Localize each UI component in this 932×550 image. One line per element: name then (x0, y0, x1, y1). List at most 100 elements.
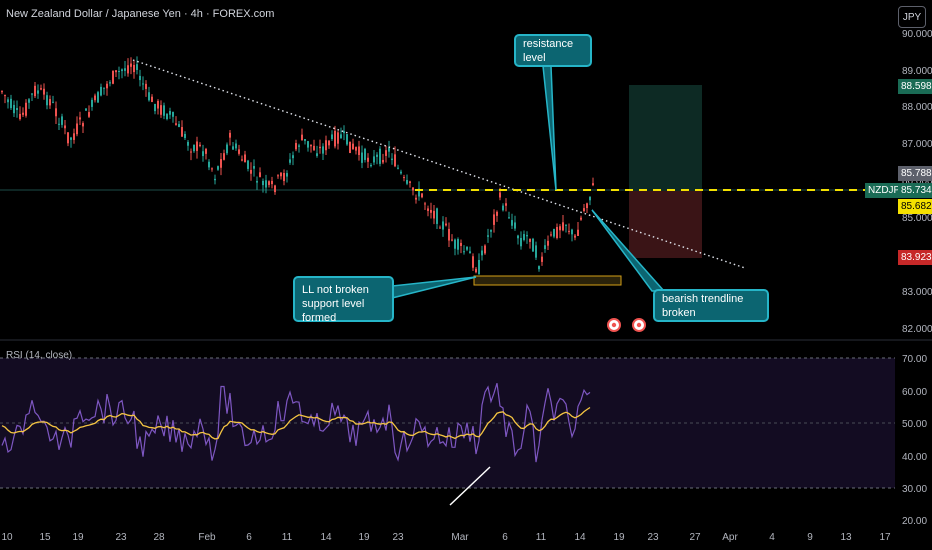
profit-zone[interactable] (629, 85, 702, 191)
candle-body (478, 259, 480, 275)
rsi-divergence-line[interactable] (449, 466, 491, 506)
candle-body (187, 141, 189, 146)
rsi-tick-label: 20.00 (902, 516, 927, 527)
candle-body (382, 159, 384, 163)
candle-body (256, 181, 258, 183)
trendline-callout[interactable]: bearish trendline broken (653, 289, 769, 322)
candle-body (199, 144, 201, 146)
candle-body (217, 166, 219, 170)
time-axis[interactable]: 10 15 19 23 28 Feb 6 11 14 19 23 Mar 6 11 14 19 23 27 Apr 4… (1, 532, 891, 543)
candle-body (130, 63, 132, 67)
rsi-axis[interactable]: 70.00 60.00 50.00 40.00 30.00 20.00 (902, 354, 927, 527)
candle-body (124, 68, 126, 71)
time-tick-label: 23 (115, 532, 127, 543)
candle-body (166, 113, 168, 120)
candle-body (55, 108, 57, 117)
time-tick-label: Mar (451, 532, 469, 543)
candle-body (193, 144, 195, 152)
candle-body (202, 151, 204, 157)
price-tick-label: 82.000 (902, 324, 932, 335)
candle-body (307, 141, 309, 148)
candle-body (385, 150, 387, 156)
trendline-callout-text: bearish trendline broken (662, 292, 744, 319)
level-upper-tag[interactable]: 85.788 (898, 166, 932, 181)
candle-body (205, 148, 207, 154)
candle-body (586, 203, 588, 209)
resistance-callout[interactable]: resistance level (514, 34, 592, 67)
candle-body (577, 229, 579, 236)
time-tick-label: 19 (72, 532, 84, 543)
currency-button[interactable]: JPY (898, 6, 926, 28)
rsi-indicator-title[interactable]: RSI (14, close) (6, 350, 73, 361)
candle-body (490, 230, 492, 232)
current-price-tag[interactable]: 85.734 (898, 183, 932, 198)
candlestick-series[interactable] (1, 56, 594, 275)
loss-zone[interactable] (629, 191, 702, 258)
time-tick-label: 6 (246, 532, 252, 543)
symbol-title: New Zealand Dollar / Japanese Yen · 4h ·… (6, 8, 275, 20)
candle-body (250, 169, 252, 174)
rsi-line[interactable] (1, 383, 591, 463)
candle-body (379, 148, 381, 164)
candle-body (289, 159, 291, 163)
price-tick-label: 86.000 (902, 176, 932, 187)
take-profit-tag[interactable]: 88.598 (898, 79, 932, 94)
candle-body (565, 224, 567, 226)
candle-body (127, 65, 129, 74)
time-tick-label: 27 (689, 532, 701, 543)
candle-body (469, 251, 471, 254)
time-tick-label: 11 (282, 532, 293, 543)
time-tick-label: Feb (198, 532, 216, 543)
candle-body (286, 173, 288, 177)
price-axis[interactable]: 90.00089.00088.00087.00086.00085.00084.0… (902, 29, 932, 335)
candle-body (559, 226, 561, 231)
price-tick-label: 87.000 (902, 139, 932, 150)
candle-body (442, 221, 444, 230)
price-tick-label: 85.000 (902, 213, 932, 224)
candle-body (364, 148, 366, 160)
time-tick-label: 19 (358, 532, 370, 543)
entry-price-tag[interactable]: 85.682 (898, 199, 932, 214)
candle-body (232, 146, 234, 150)
support-box[interactable] (473, 275, 622, 286)
candle-body (79, 117, 81, 120)
candle-body (112, 70, 114, 84)
candle-body (157, 100, 159, 109)
rsi-tick-label: 50.00 (902, 419, 927, 430)
candle-body (262, 180, 264, 186)
candle-body (220, 159, 222, 168)
candle-body (481, 250, 483, 256)
candle-body (244, 154, 246, 163)
candle-body (73, 133, 75, 140)
rsi-ma-line[interactable] (1, 406, 591, 440)
candle-body (349, 141, 351, 153)
candle-body (10, 98, 12, 109)
candle-body (448, 228, 450, 241)
candle-body (553, 228, 555, 237)
candle-body (274, 185, 276, 193)
stop-loss-tag[interactable]: 83.923 (898, 250, 932, 265)
candle-body (43, 88, 45, 95)
candle-body (403, 177, 405, 179)
candle-body (16, 108, 18, 111)
candle-body (535, 245, 537, 258)
candle-body (592, 183, 594, 186)
candle-body (37, 90, 39, 94)
candle-body (358, 146, 360, 156)
candle-body (109, 82, 111, 84)
candle-body (523, 234, 525, 240)
candle-body (82, 123, 84, 127)
candle-body (259, 172, 261, 177)
candle-body (520, 237, 522, 247)
support-callout[interactable]: LL not broken support level formed (293, 276, 394, 324)
candle-body (100, 86, 102, 96)
candle-body (337, 132, 339, 144)
rsi-tick-label: 40.00 (902, 452, 927, 463)
candle-body (91, 99, 93, 107)
time-tick-label: 23 (392, 532, 404, 543)
price-tick-label: 89.000 (902, 66, 932, 77)
candle-body (322, 146, 324, 154)
candle-body (214, 178, 216, 181)
candle-body (151, 96, 153, 102)
